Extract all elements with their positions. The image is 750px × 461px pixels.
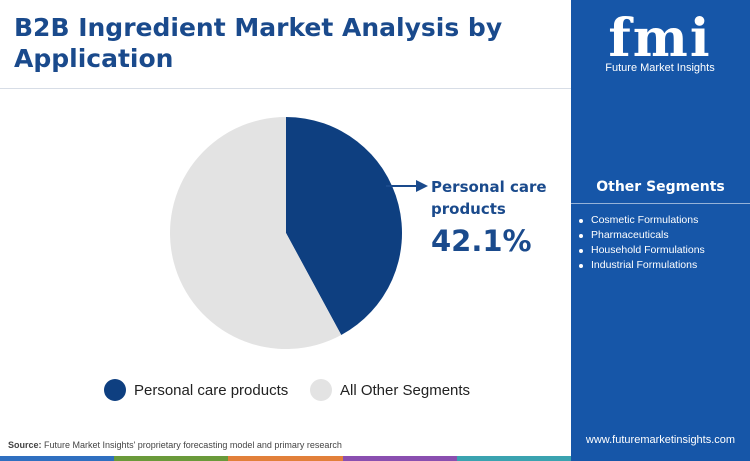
bullet-icon [579,233,583,238]
bullet-icon [579,263,583,268]
list-item-label: Industrial Formulations [591,259,698,271]
bottom-bar-segment-2 [114,456,229,461]
callout-label: Personal care products [431,178,547,218]
list-item: Cosmetic Formulations [579,213,705,228]
bottom-bar-segment-3 [228,456,343,461]
pie-chart [169,117,428,350]
list-item-label: Pharmaceuticals [591,229,669,241]
list-item: Pharmaceuticals [579,228,705,243]
list-item: Household Formulations [579,243,705,258]
list-item-label: Household Formulations [591,244,705,256]
legend-label-personal-care: Personal care products [134,381,289,399]
source-text: Future Market Insights' proprietary fore… [44,440,342,450]
sidebar-panel: fmi Future Market Insights Other Segment… [571,0,750,461]
title-divider [0,88,571,89]
bottom-bar-segment-5 [456,456,572,461]
legend-swatch-personal-care [104,379,126,401]
list-item-label: Cosmetic Formulations [591,214,699,226]
callout-arrow [386,180,428,192]
legend-item-personal-care: Personal care products [104,378,288,402]
source-note: Source: Future Market Insights' propriet… [8,440,342,450]
callout-value: 42.1% [431,224,532,258]
fmi-logo-letters: fmi [608,12,711,62]
bottom-color-bar [0,456,572,461]
legend-label-other-segments: All Other Segments [340,381,471,399]
bottom-bar-segment-4 [342,456,457,461]
other-segments-divider [571,203,750,204]
bullet-icon [579,248,583,253]
chart-legend: Personal care products All Other Segment… [0,378,571,402]
other-segments-list: Cosmetic Formulations Pharmaceuticals Ho… [579,213,705,273]
list-item: Industrial Formulations [579,258,705,273]
fmi-logo-mark: fmi [608,8,711,69]
pie-slice-all-other-segments [169,117,342,350]
fmi-logo-tagline: Future Market Insights [605,62,715,74]
website-link[interactable]: www.futuremarketinsights.com [585,434,736,446]
source-prefix: Source: [8,440,42,450]
legend-swatch-other-segments [310,379,332,401]
chart-title: B2B Ingredient Market Analysis by Applic… [14,13,503,73]
bottom-bar-segment-1 [0,456,115,461]
fmi-logo: fmi Future Market Insights [595,8,725,92]
pie-slice-personal-care-products [286,117,402,336]
legend-item-other-segments: All Other Segments [310,378,470,402]
bullet-icon [579,218,583,223]
other-segments-heading: Other Segments [596,179,725,195]
